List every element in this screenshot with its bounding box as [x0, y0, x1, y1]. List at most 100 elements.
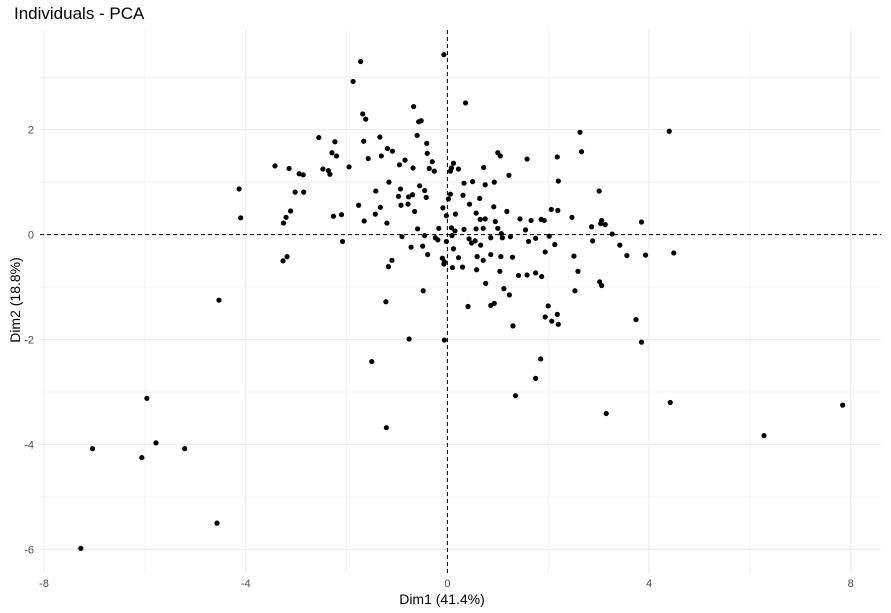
data-point	[474, 254, 480, 260]
data-point	[425, 251, 431, 258]
data-point	[284, 254, 290, 260]
data-point	[378, 153, 384, 159]
data-point	[89, 446, 96, 452]
data-point	[555, 178, 561, 184]
data-point	[498, 230, 504, 237]
data-point	[470, 179, 476, 185]
data-point	[398, 202, 404, 208]
y-tick-label: -4	[24, 439, 34, 451]
data-point	[153, 440, 159, 446]
reference-lines	[40, 30, 881, 573]
data-point	[286, 165, 292, 172]
data-point	[385, 264, 391, 270]
data-point	[482, 216, 488, 222]
data-point	[435, 237, 441, 243]
data-point	[216, 297, 222, 303]
data-point	[577, 129, 583, 135]
data-point	[373, 188, 379, 194]
data-point	[361, 138, 367, 144]
data-point	[292, 189, 298, 195]
grid-lines	[40, 30, 881, 573]
data-point	[509, 254, 516, 260]
data-point	[402, 157, 408, 163]
y-tick-label: 0	[28, 230, 34, 242]
data-point	[358, 58, 364, 65]
data-point	[642, 252, 649, 258]
data-point	[236, 186, 242, 192]
data-point	[588, 224, 595, 230]
data-point	[525, 238, 532, 245]
data-point	[491, 300, 497, 306]
data-point	[524, 156, 530, 162]
data-point	[455, 255, 462, 261]
data-point	[332, 139, 338, 145]
chart-title: Individuals - PCA	[14, 4, 145, 23]
data-point	[399, 234, 405, 240]
data-point	[440, 205, 446, 211]
data-point	[408, 244, 414, 250]
data-point	[144, 395, 150, 401]
data-point	[555, 207, 561, 214]
data-point	[139, 454, 145, 461]
data-point	[478, 242, 484, 248]
data-point	[482, 182, 488, 188]
data-point	[549, 318, 555, 324]
data-point	[596, 188, 602, 194]
data-point	[761, 432, 767, 439]
data-point	[528, 217, 534, 224]
data-point	[517, 216, 523, 222]
data-point	[539, 273, 545, 280]
data-point	[495, 225, 501, 231]
data-point	[410, 165, 416, 171]
data-point	[339, 238, 346, 245]
data-point	[488, 235, 494, 241]
x-tick-label: -4	[241, 578, 251, 590]
data-point	[571, 253, 577, 259]
data-point	[671, 250, 677, 256]
data-point	[422, 233, 428, 239]
data-point	[545, 303, 551, 309]
data-point	[452, 228, 458, 234]
data-point	[609, 231, 615, 237]
data-point	[474, 267, 480, 273]
data-point	[480, 225, 486, 231]
data-point	[369, 358, 375, 365]
data-point	[422, 187, 428, 194]
data-point	[325, 168, 332, 174]
data-point	[356, 202, 362, 208]
data-point	[533, 235, 539, 241]
data-point	[599, 282, 605, 289]
data-point	[840, 402, 846, 408]
data-point	[214, 520, 220, 526]
data-point	[506, 292, 513, 298]
x-axis-title: Dim1 (41.4%)	[399, 591, 485, 607]
data-point	[472, 238, 478, 244]
data-point	[617, 242, 623, 248]
data-point	[515, 272, 522, 279]
tick-labels: -8 -4 0 4 8 -6 -4 -2 0 2	[24, 125, 854, 590]
data-point	[507, 234, 514, 240]
x-tick-label: 0	[444, 578, 450, 590]
data-point	[411, 103, 417, 110]
data-point	[397, 186, 404, 192]
data-point	[473, 226, 479, 232]
data-point	[477, 216, 483, 222]
data-point	[280, 258, 286, 264]
data-point	[429, 159, 435, 165]
data-point	[542, 314, 548, 320]
data-point	[405, 194, 412, 200]
data-point	[542, 249, 548, 255]
data-point	[405, 201, 411, 207]
data-point	[450, 246, 457, 252]
data-point	[462, 100, 469, 106]
data-point	[449, 265, 456, 271]
data-point	[554, 311, 560, 317]
data-point	[329, 150, 335, 156]
data-point	[377, 204, 383, 210]
data-point	[441, 52, 447, 58]
data-point	[538, 356, 544, 362]
data-point	[333, 153, 340, 159]
data-point	[548, 206, 554, 213]
data-point	[461, 226, 467, 232]
